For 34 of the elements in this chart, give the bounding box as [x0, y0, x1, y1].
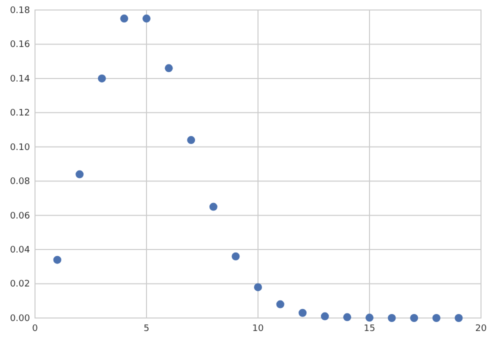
- point: [320, 312, 329, 320]
- point: [298, 308, 307, 317]
- point: [276, 300, 284, 308]
- y-tick-label: 0.02: [10, 280, 30, 290]
- point: [98, 74, 106, 82]
- y-tick-label: 0.06: [10, 211, 30, 222]
- point: [388, 314, 396, 322]
- y-tick-label: 0.04: [10, 246, 30, 256]
- x-tick-label: 5: [144, 324, 150, 334]
- point: [53, 256, 62, 264]
- point: [120, 14, 128, 23]
- point: [254, 283, 262, 292]
- y-tick-label: 0.16: [10, 40, 30, 50]
- point: [187, 136, 196, 144]
- x-tick-label: 10: [252, 324, 264, 334]
- y-tick-label: 0.00: [10, 314, 30, 324]
- x-tick-label: 20: [475, 324, 487, 334]
- point: [232, 252, 240, 260]
- point: [454, 314, 463, 322]
- x-tick-label: 15: [364, 324, 376, 334]
- y-tick-label: 0.14: [10, 74, 30, 84]
- point: [164, 64, 173, 72]
- y-tick-label: 0.10: [10, 142, 30, 153]
- x-tick-label: 0: [32, 324, 38, 334]
- point: [410, 314, 418, 322]
- point: [432, 314, 440, 322]
- point: [142, 14, 150, 23]
- point: [76, 170, 84, 178]
- point: [366, 314, 374, 322]
- point: [209, 202, 218, 211]
- point: [343, 313, 352, 322]
- y-tick-label: 0.12: [10, 108, 30, 119]
- y-tick-label: 0.18: [10, 6, 30, 16]
- y-tick-label: 0.08: [10, 177, 30, 188]
